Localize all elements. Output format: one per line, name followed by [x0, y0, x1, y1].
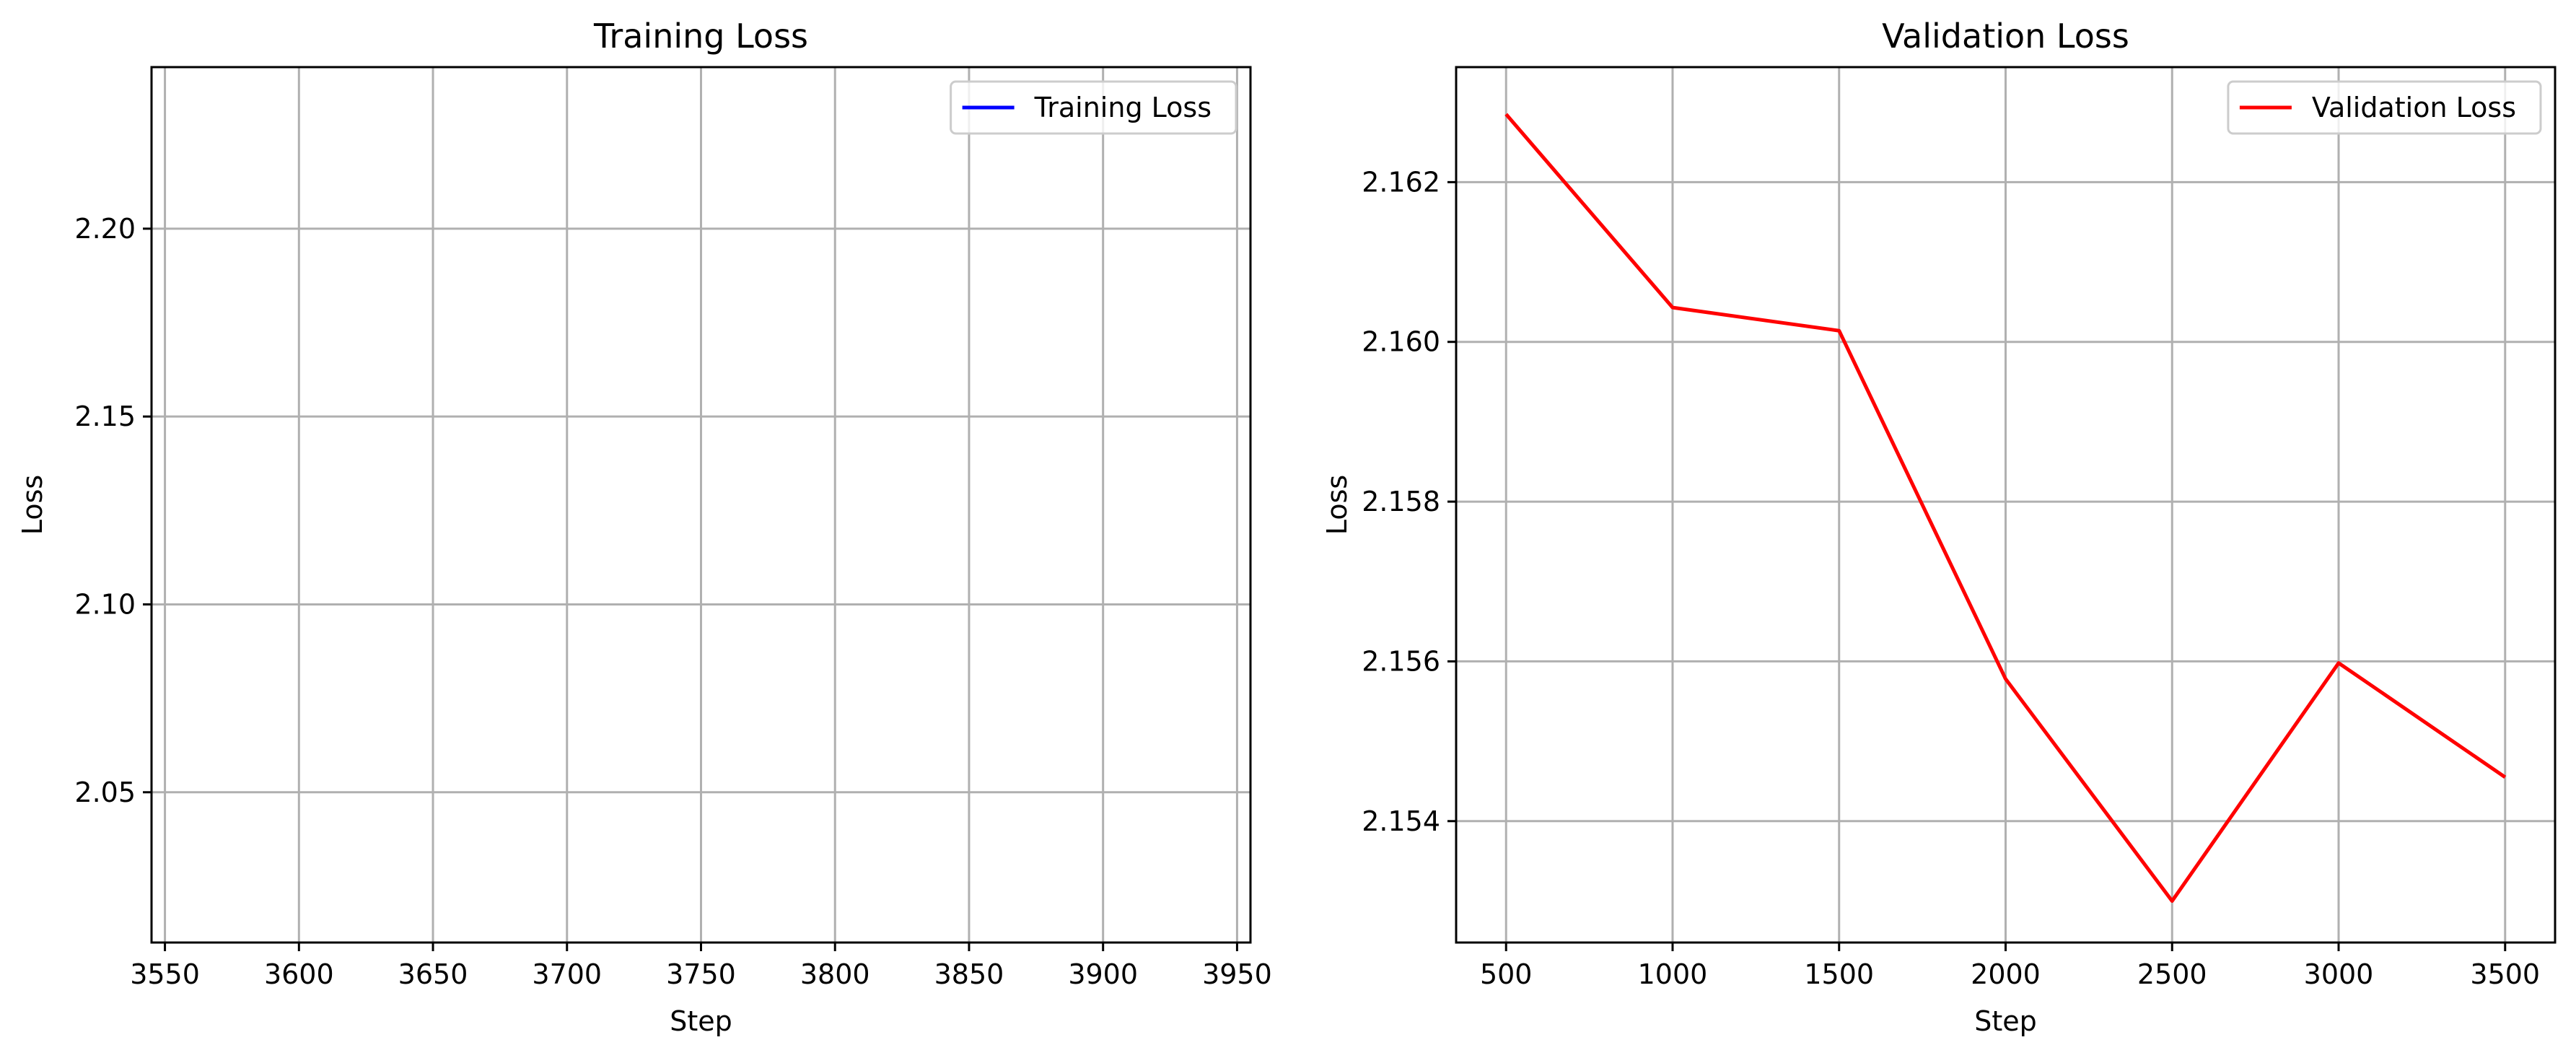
y-tick-label: 2.15: [74, 401, 136, 432]
x-axis-label: Step: [1974, 1005, 2037, 1037]
x-tick-label: 2000: [1971, 958, 2041, 990]
x-tick-label: 3000: [2304, 958, 2374, 990]
y-tick-label: 2.160: [1362, 326, 1440, 358]
x-tick-label: 1500: [1804, 958, 1874, 990]
validation-loss-chart: Validation Loss 500 1000 1500 2000 2500 3000 3…: [1321, 17, 2557, 1037]
x-tick-label: 3550: [130, 958, 200, 990]
series-line: [1504, 113, 2507, 903]
legend-label: Validation Loss: [2312, 92, 2516, 123]
legend: Training Loss: [950, 80, 1237, 135]
legend: Validation Loss: [2227, 80, 2542, 135]
x-tick-label: 2500: [2137, 958, 2207, 990]
x-axis-label: Step: [670, 1005, 732, 1037]
legend-label: Training Loss: [1034, 92, 1212, 123]
y-tick-label: 2.20: [74, 213, 136, 245]
x-tick-label: 3650: [398, 958, 468, 990]
chart-title: Training Loss: [593, 17, 808, 56]
x-tick-label: 1000: [1638, 958, 1708, 990]
x-tick-label: 3850: [934, 958, 1004, 990]
x-tick-label: 3500: [2470, 958, 2540, 990]
x-axis-ticks: 500 1000 1500 2000 2500 3000 3500: [1480, 943, 2540, 990]
grid: [152, 67, 1250, 943]
y-tick-label: 2.05: [74, 777, 136, 808]
training-loss-chart: Training Loss 3550 3600 3650 3700 3750 3800 38…: [17, 17, 1272, 1037]
y-axis-ticks: 2.154 2.156 2.158 2.160 2.162: [1362, 166, 1456, 837]
x-axis-ticks: 3550 3600 3650 3700 3750 3800 3850 3900 3950: [130, 943, 1272, 990]
x-tick-label: 3900: [1068, 958, 1138, 990]
y-axis-label: Loss: [17, 475, 48, 535]
grid: [1456, 67, 2555, 943]
x-tick-label: 3750: [666, 958, 736, 990]
x-tick-label: 3800: [800, 958, 870, 990]
y-tick-label: 2.154: [1362, 805, 1440, 837]
x-tick-label: 3950: [1202, 958, 1272, 990]
y-tick-label: 2.162: [1362, 166, 1440, 198]
x-tick-label: 500: [1480, 958, 1533, 990]
y-tick-label: 2.156: [1362, 645, 1440, 677]
legend-box: [950, 80, 1237, 135]
y-tick-label: 2.10: [74, 588, 136, 620]
chart-title: Validation Loss: [1882, 17, 2129, 56]
y-axis-ticks: 2.05 2.10 2.15 2.20: [74, 213, 152, 808]
series-lines: [1504, 113, 2507, 903]
x-tick-label: 3600: [264, 958, 334, 990]
legend-box: [2227, 80, 2542, 135]
y-axis-label: Loss: [1321, 475, 1353, 535]
y-tick-label: 2.158: [1362, 486, 1440, 517]
x-tick-label: 3700: [532, 958, 602, 990]
